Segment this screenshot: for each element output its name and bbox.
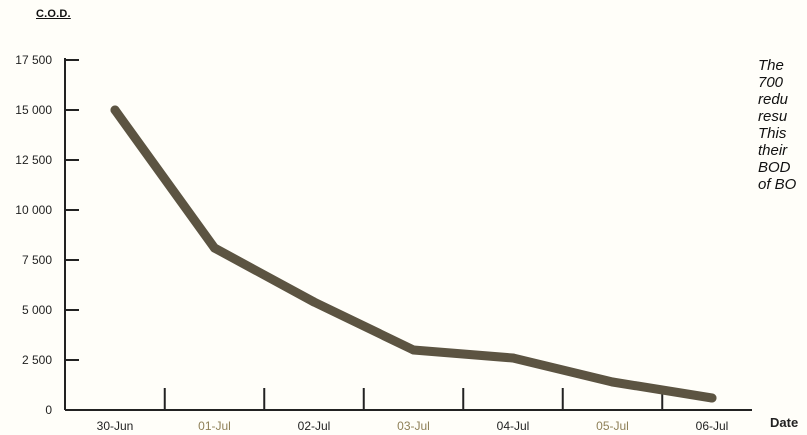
y-tick-label-4: 10 000	[15, 203, 52, 217]
data-point-6	[707, 393, 717, 403]
data-point-5	[608, 377, 617, 387]
data-point-2	[309, 297, 319, 307]
x-axis-label: Date	[770, 415, 799, 430]
annotation-text: The 700 redu resu This their BOD of BO	[758, 57, 797, 193]
x-tick-label-2: 02-Jul	[298, 419, 331, 433]
y-tick-label-7: 17 500	[15, 53, 52, 67]
data-point-1	[210, 243, 219, 253]
y-tick-label-6: 15 000	[15, 103, 52, 117]
y-tick-label-3: 7 500	[22, 253, 52, 267]
data-point-4	[508, 353, 518, 363]
series-line	[110, 105, 717, 403]
y-tick-label-5: 12 500	[15, 153, 52, 167]
x-tick-label-0: 30-Jun	[97, 419, 134, 433]
x-tick-label-6: 06-Jul	[696, 419, 729, 433]
y-axis-label: C.O.D.	[36, 8, 71, 20]
y-tick-label-0: 0	[45, 403, 52, 417]
x-tick-label-5: 05-Jul	[596, 419, 629, 433]
x-tick-label-1: 01-Jul	[198, 419, 231, 433]
y-tick-label-1: 2 500	[22, 353, 52, 367]
y-tick-label-2: 5 000	[22, 303, 52, 317]
x-tick-label-4: 04-Jul	[497, 419, 530, 433]
data-point-0	[110, 105, 120, 115]
data-point-3	[409, 345, 418, 355]
x-tick-label-3: 03-Jul	[397, 419, 430, 433]
